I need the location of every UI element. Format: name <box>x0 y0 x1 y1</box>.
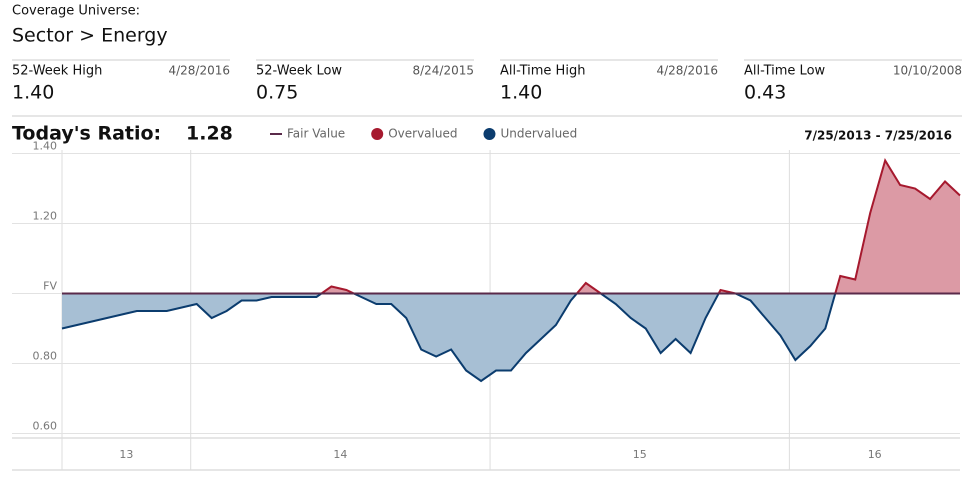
legend-label: Overvalued <box>388 127 457 141</box>
x-tick-label: 16 <box>868 448 882 461</box>
legend-label: Fair Value <box>287 127 345 141</box>
stat-label: All-Time Low <box>744 64 826 79</box>
y-tick-label: 1.20 <box>33 210 58 223</box>
legend-swatch <box>483 128 496 140</box>
y-tick-label: 1.40 <box>33 140 58 153</box>
y-tick-label: 0.80 <box>33 350 58 363</box>
undervalued-area <box>62 293 960 381</box>
legend-label: Undervalued <box>500 127 577 141</box>
stat-date: 4/28/2016 <box>656 64 718 78</box>
stat-value: 1.40 <box>500 82 542 104</box>
stat-label: All-Time High <box>500 64 585 79</box>
x-tick-label: 13 <box>119 448 133 461</box>
stat-date: 8/24/2015 <box>412 64 474 78</box>
ratio-title: Today's Ratio: <box>12 123 161 145</box>
stat-label: 52-Week High <box>12 64 102 79</box>
stat-date: 10/10/2008 <box>893 64 962 78</box>
ratio-value: 1.28 <box>186 123 233 145</box>
stat-value: 0.43 <box>744 82 786 104</box>
undervalued-line <box>61 293 837 383</box>
kicker: Coverage Universe: <box>12 4 140 19</box>
stat-value: 1.40 <box>12 82 54 104</box>
legend-swatch <box>371 128 384 140</box>
overvalued-area <box>62 160 960 294</box>
stat-date: 4/28/2016 <box>168 64 230 78</box>
date-range: 7/25/2013 - 7/25/2016 <box>804 129 952 143</box>
sector-title: Sector > Energy <box>12 25 168 47</box>
y-tick-label: 0.60 <box>33 420 58 433</box>
stat-value: 0.75 <box>256 82 298 104</box>
y-tick-label: FV <box>43 280 57 293</box>
stat-label: 52-Week Low <box>256 64 342 79</box>
x-tick-label: 14 <box>333 448 347 461</box>
x-tick-label: 15 <box>633 448 647 461</box>
